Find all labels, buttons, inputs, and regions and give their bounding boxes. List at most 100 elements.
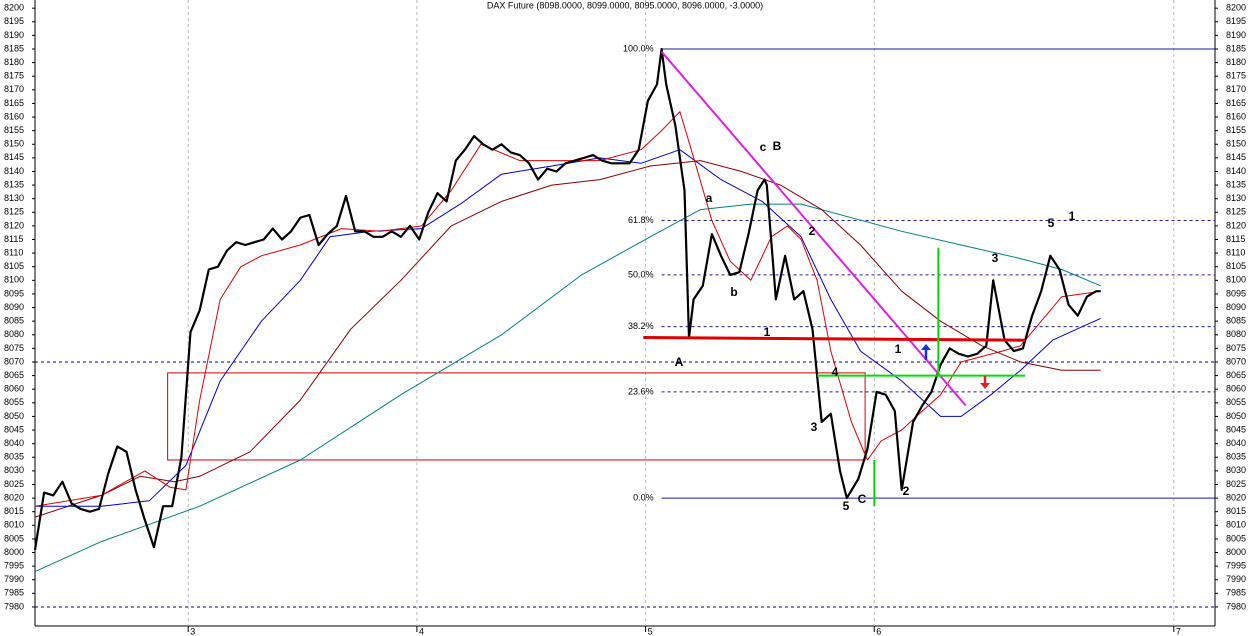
price-box: [167, 372, 866, 461]
y-tick-label-right: 8060: [1226, 384, 1246, 394]
arrow-head: [980, 383, 990, 389]
x-tick-label: 7: [1176, 626, 1181, 636]
price-line: [33, 47, 1101, 550]
chart-title: DAX Future (8098.0000, 8099.0000, 8095.0…: [487, 0, 763, 10]
y-tick-label: 8175: [4, 71, 24, 81]
fib-label: 61.8%: [628, 215, 654, 225]
y-tick-label-right: 8020: [1226, 492, 1246, 502]
y-tick-label: 8190: [4, 30, 24, 40]
y-tick-label-right: 8160: [1226, 111, 1246, 121]
y-tick-label-right: 8080: [1226, 329, 1246, 339]
y-tick-label-right: 8200: [1226, 3, 1246, 13]
moving-average-line: [35, 149, 1101, 507]
y-tick-label-right: 8125: [1226, 207, 1246, 217]
y-tick-label: 8095: [4, 288, 24, 298]
y-tick-label-right: 8045: [1226, 424, 1246, 434]
y-tick-label-right: 8090: [1226, 302, 1246, 312]
y-tick-label-right: 8055: [1226, 397, 1246, 407]
x-tick-label: 4: [419, 626, 424, 636]
y-tick-label: 8000: [4, 547, 24, 557]
wave-label: 1: [1069, 209, 1076, 223]
y-tick-label-right: 8065: [1226, 370, 1246, 380]
y-tick-label-right: 8005: [1226, 533, 1246, 543]
y-tick-label: 8070: [4, 356, 24, 366]
y-tick-label-right: 8175: [1226, 71, 1246, 81]
y-tick-label-right: 8140: [1226, 166, 1246, 176]
fib-label: 0.0%: [633, 492, 654, 502]
y-tick-label: 8145: [4, 152, 24, 162]
y-tick-label: 8060: [4, 384, 24, 394]
y-tick-label-right: 7990: [1226, 574, 1246, 584]
trendline: [660, 51, 967, 407]
wave-label: B: [773, 139, 782, 153]
y-tick-label-right: 8185: [1226, 43, 1246, 53]
y-tick-label-right: 8050: [1226, 411, 1246, 421]
y-tick-label: 8015: [4, 506, 24, 516]
x-tick-label: 6: [876, 626, 881, 636]
y-tick-label-right: 8120: [1226, 220, 1246, 230]
y-tick-label: 7980: [4, 601, 24, 611]
wave-label: 1: [764, 325, 771, 339]
y-tick-label-right: 8145: [1226, 152, 1246, 162]
y-tick-label: 8160: [4, 111, 24, 121]
y-tick-label: 8195: [4, 16, 24, 26]
y-tick-label: 8165: [4, 98, 24, 108]
y-tick-label-right: 7995: [1226, 560, 1246, 570]
y-tick-label-right: 8030: [1226, 465, 1246, 475]
down-arrow: [980, 376, 990, 389]
moving-average-line: [34, 111, 1101, 507]
y-tick-label: 8105: [4, 261, 24, 271]
x-tick-label: 5: [648, 626, 653, 636]
fib-label: 100.0%: [623, 43, 654, 53]
y-tick-label: 8135: [4, 179, 24, 189]
y-tick-label-right: 8025: [1226, 479, 1246, 489]
wave-label: 3: [811, 420, 818, 434]
wave-label: 2: [809, 224, 816, 238]
y-tick-label: 8020: [4, 492, 24, 502]
y-tick-label: 8115: [4, 234, 23, 244]
y-tick-label-right: 8155: [1226, 125, 1246, 135]
y-tick-label-right: 8075: [1226, 343, 1246, 353]
y-tick-label: 8030: [4, 465, 24, 475]
y-tick-label: 8055: [4, 397, 24, 407]
wave-label: 5: [843, 499, 850, 513]
y-tick-label: 7985: [4, 588, 24, 598]
x-tick-label: 3: [190, 626, 195, 636]
y-tick-label: 8200: [4, 3, 24, 13]
y-tick-label: 8035: [4, 452, 24, 462]
y-tick-label: 8155: [4, 125, 24, 135]
y-tick-label: 8080: [4, 329, 24, 339]
wave-labels: A c B a b C 1 2 3 4 5 1 2 3 5 1: [675, 139, 1076, 513]
y-tick-label-right: 8150: [1226, 139, 1246, 149]
y-tick-label-right: 8190: [1226, 30, 1246, 40]
wave-label: A: [675, 355, 684, 369]
y-tick-label: 8100: [4, 275, 24, 285]
y-tick-label: 8085: [4, 316, 24, 326]
y-tick-label-right: 8070: [1226, 356, 1246, 366]
y-tick-label-right: 8130: [1226, 193, 1246, 203]
y-tick-label: 8185: [4, 43, 24, 53]
y-tick-label: 8180: [4, 57, 24, 67]
wave-label: 2: [903, 484, 910, 498]
y-tick-label-right: 8040: [1226, 438, 1246, 448]
y-tick-label: 8150: [4, 139, 24, 149]
y-tick-label-right: 8095: [1226, 288, 1246, 298]
y-tick-label: 8075: [4, 343, 24, 353]
y-tick-label-right: 8115: [1226, 234, 1245, 244]
wave-label: a: [706, 191, 713, 205]
y-tick-label: 8045: [4, 424, 24, 434]
fib-label: 38.2%: [628, 321, 654, 331]
y-tick-label: 7995: [4, 560, 24, 570]
y-tick-label-right: 7980: [1226, 601, 1246, 611]
wave-label: 3: [992, 251, 999, 265]
y-tick-label-right: 8010: [1226, 520, 1246, 530]
y-tick-label: 8025: [4, 479, 24, 489]
y-tick-label: 8005: [4, 533, 24, 543]
y-tick-label: 8170: [4, 84, 24, 94]
y-tick-label-right: 8035: [1226, 452, 1246, 462]
y-tick-label: 8050: [4, 411, 24, 421]
y-tick-label-right: 8105: [1226, 261, 1246, 271]
y-tick-label-right: 8110: [1226, 247, 1245, 257]
